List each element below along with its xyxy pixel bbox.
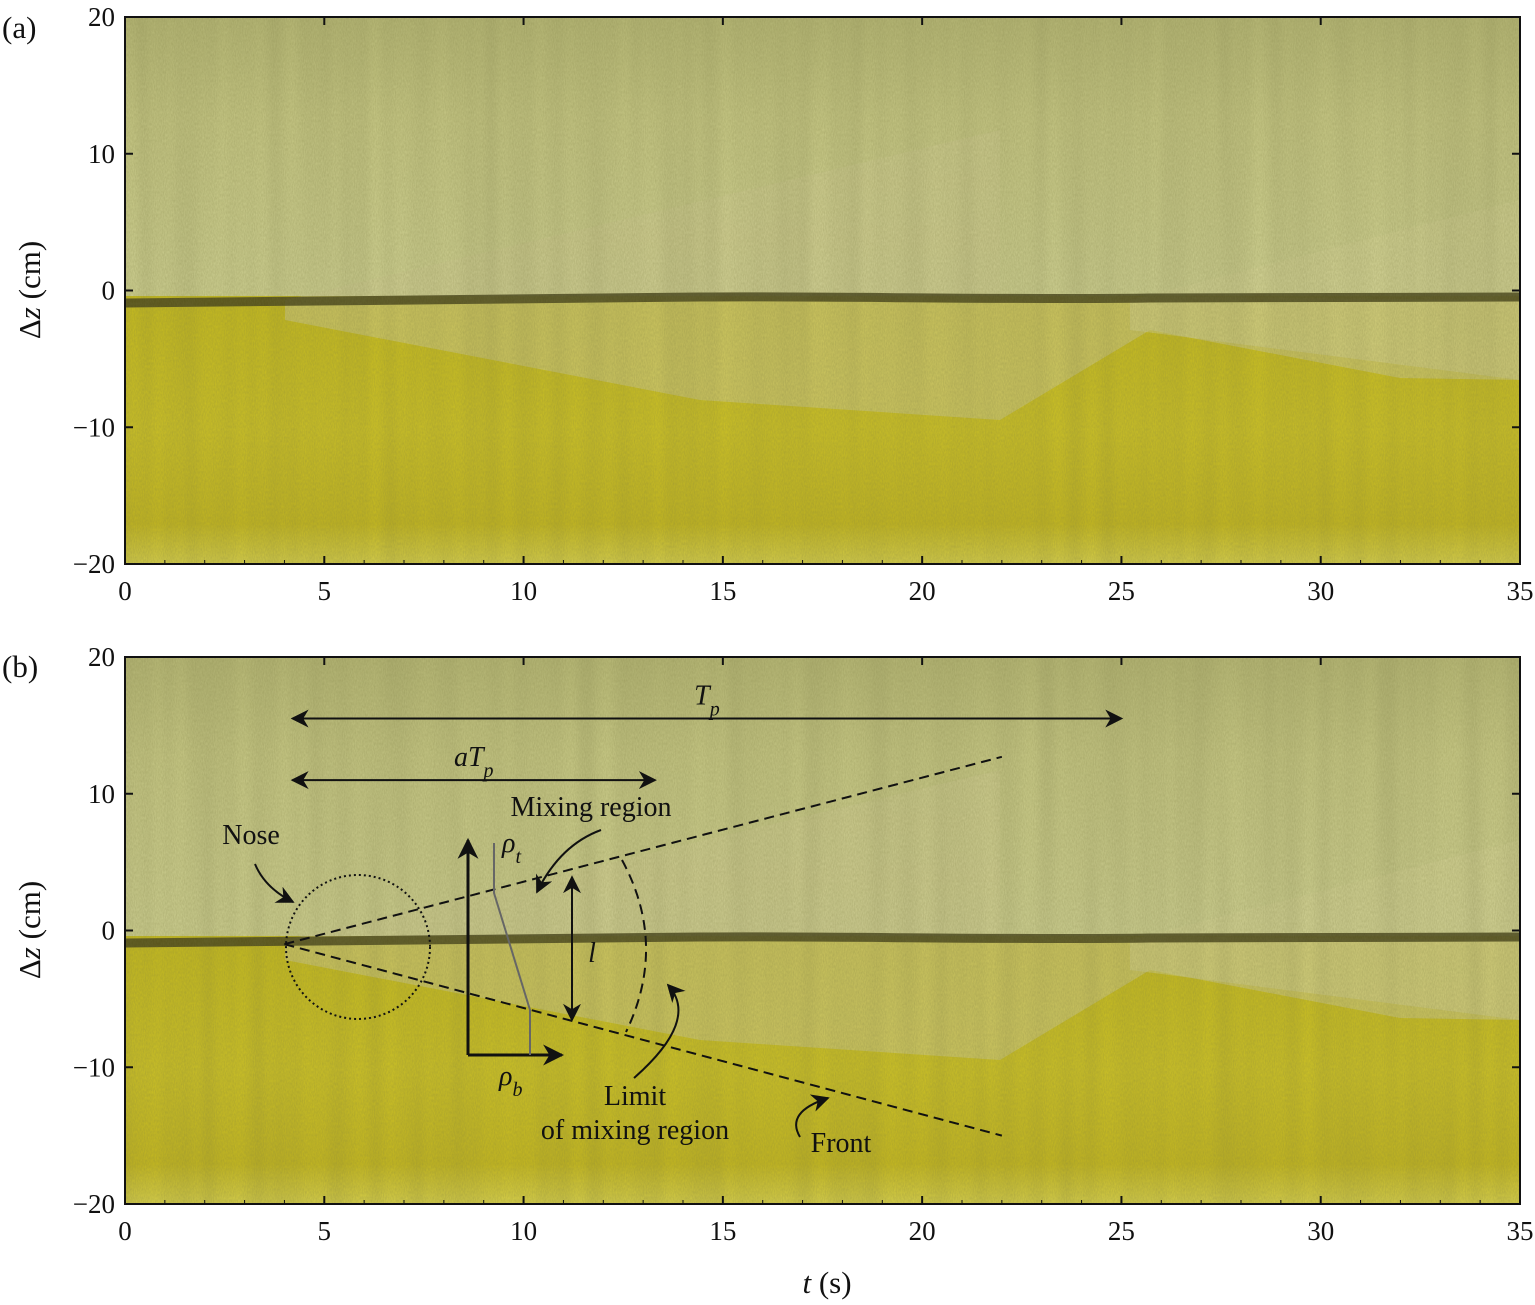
y-tick-label: −20 [73,549,115,579]
x-tick-label: 25 [1108,1216,1135,1246]
panel-b-xlabel: t (s) [802,1265,851,1300]
x-tick-label: 30 [1307,1216,1334,1246]
y-tick-label: 20 [88,2,115,32]
nose-circle [285,874,431,1020]
atp-label: aTp [454,742,494,782]
density-profile [493,843,531,1055]
mixing-region-label: Mixing region [511,792,672,823]
y-tick-label: 20 [88,642,115,672]
limit-label-line1: Limit [604,1081,666,1112]
lower-dashed-line [284,943,1003,1137]
x-tick-label: 20 [909,576,936,606]
panel-a-label: (a) [2,10,36,45]
x-tick-label: 20 [909,1216,936,1246]
l-label: l [588,938,596,969]
upper-dashed-line [284,755,1003,946]
x-tick-label: 30 [1307,576,1334,606]
rho-t-label: ρt [501,828,521,868]
x-tick-label: 35 [1507,1216,1534,1246]
panel-b-image [125,657,1520,1204]
rho-b-label: ρb [498,1061,522,1101]
panel-a-ylabel: Δz (cm) [12,241,47,339]
y-tick-label: −10 [73,1052,115,1082]
front-arrow [795,1094,830,1138]
x-tick-label: 10 [510,1216,537,1246]
x-tick-label: 15 [709,576,736,606]
x-tick-label: 10 [510,576,537,606]
limit-arc [621,859,647,1033]
panel-a: (a) 0 5 10 15 20 25 30 35 20 10 0 −10 −20 Δz (cm) [2,2,1534,606]
mixing-region-arrow [536,829,602,894]
nose-label: Nose [222,820,280,851]
limit-label-line2: of mixing region [541,1115,729,1146]
panel-a-axes: 0 5 10 15 20 25 30 35 20 10 0 −10 −20 [73,2,1534,606]
panel-b-label: (b) [2,649,38,684]
panel-a-image [125,17,1520,564]
x-tick-label: 25 [1108,576,1135,606]
y-tick-label: −10 [73,412,115,442]
limit-arrow [633,983,686,1079]
y-tick-label: 10 [88,779,115,809]
panel-b: (b) 0 5 10 15 20 25 30 35 20 10 0 −10 −20 Δz (cm) t … [2,642,1534,1300]
x-tick-label: 5 [318,1216,332,1246]
panel-b-ylabel: Δz (cm) [12,881,47,979]
annotations: Tp aTp Nose Mixing region ρt ρb l [222,681,1124,1159]
x-tick-label: 5 [318,576,332,606]
nose-arrow [254,863,295,903]
x-tick-label: 35 [1507,576,1534,606]
front-label: Front [811,1128,872,1159]
panel-b-axes: 0 5 10 15 20 25 30 35 20 10 0 −10 −20 [73,642,1534,1246]
y-tick-label: −20 [73,1189,115,1219]
x-tick-label: 0 [118,1216,132,1246]
x-tick-label: 0 [118,576,132,606]
y-tick-label: 0 [102,276,116,306]
y-tick-label: 0 [102,916,116,946]
tp-label: Tp [694,681,720,721]
y-tick-label: 10 [88,139,115,169]
x-tick-label: 15 [709,1216,736,1246]
